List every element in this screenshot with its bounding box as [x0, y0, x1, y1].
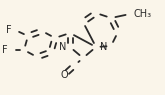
Text: N: N: [100, 42, 107, 52]
Text: N: N: [59, 42, 66, 52]
Text: F: F: [2, 45, 8, 55]
Text: CH₃: CH₃: [133, 9, 151, 19]
Text: F: F: [6, 25, 12, 35]
Text: O: O: [60, 70, 68, 80]
